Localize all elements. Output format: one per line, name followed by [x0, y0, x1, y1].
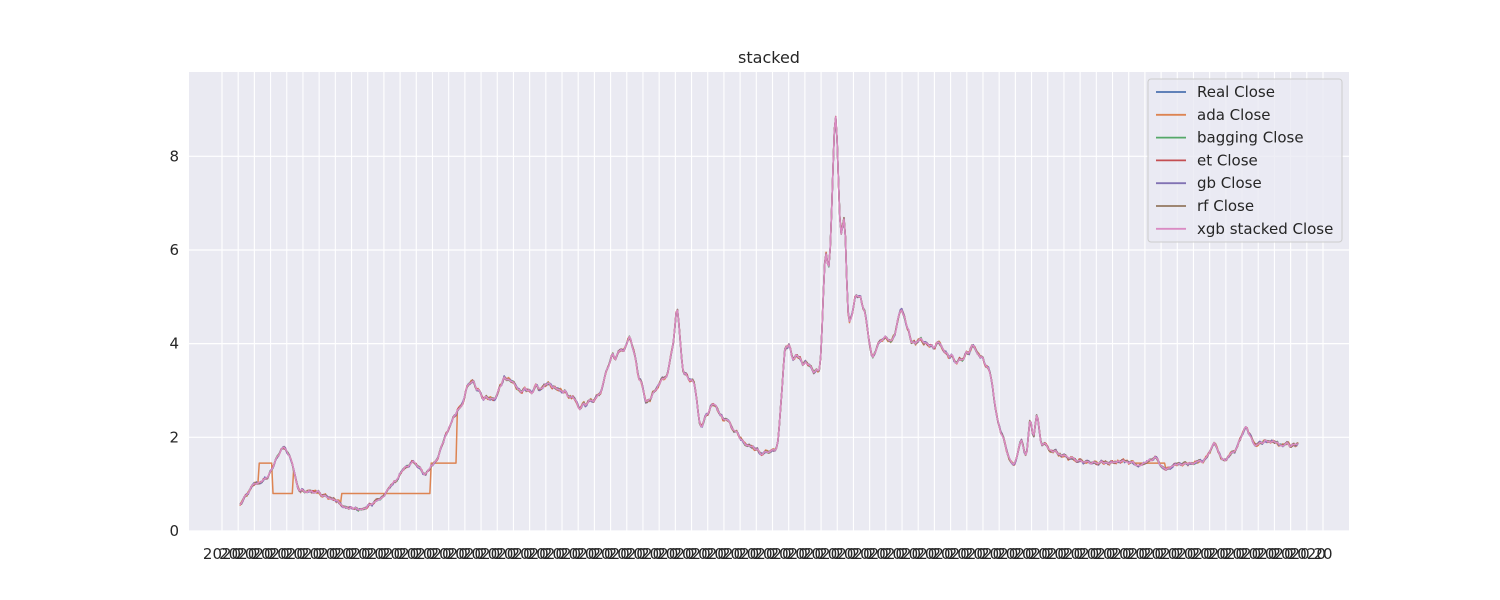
x-tick-label: 2020 — [591, 545, 629, 563]
x-tick-label: 2020 — [705, 545, 743, 563]
x-tick-label: 2020 — [332, 545, 370, 563]
x-tick-label: 2020 — [365, 545, 403, 563]
x-tick-label: 2020 — [640, 545, 678, 563]
x-tick-label: 2020 — [1045, 545, 1083, 563]
x-tick-label: 2020 — [1239, 545, 1277, 563]
legend-box — [1147, 78, 1343, 243]
grid-lines — [189, 72, 1349, 532]
x-tick-label: 2020 — [413, 545, 451, 563]
x-tick-label: 2020 — [948, 545, 986, 563]
x-tick-label: 2020 — [753, 545, 791, 563]
x-tick-label: 2020 — [1110, 545, 1148, 563]
x-tick-label: 2020 — [478, 545, 516, 563]
x-tick-label: 2020 — [721, 545, 759, 563]
chart-title: stacked — [738, 48, 800, 67]
y-tick-label: 2 — [169, 428, 179, 446]
x-tick-label: 2020 — [932, 545, 970, 563]
x-tick-label: 2020 — [203, 545, 241, 563]
x-tick-label: 2020 — [915, 545, 953, 563]
x-tick-label: 2020 — [1061, 545, 1099, 563]
legend-label: et Close — [1197, 151, 1258, 169]
x-tick-label: 2020 — [786, 545, 824, 563]
y-tick-labels: 0 2 4 6 8 — [169, 147, 179, 540]
x-tick-label: 2020 — [737, 545, 775, 563]
x-tick-labels: 2020202020202020202020202020202020202020… — [203, 545, 1333, 563]
x-tick-label: 2020 — [818, 545, 856, 563]
x-tick-label: 2020 — [1158, 545, 1196, 563]
legend-label: gb Close — [1197, 174, 1262, 192]
x-tick-label: 2020 — [802, 545, 840, 563]
x-tick-label: 2020 — [1207, 545, 1245, 563]
x-tick-label: 2020 — [559, 545, 597, 563]
legend-label: bagging Close — [1197, 129, 1304, 147]
x-tick-label: 2020 — [1012, 545, 1050, 563]
x-tick-label: 2020 — [608, 545, 646, 563]
x-tick-label: 2020 — [251, 545, 289, 563]
x-tick-label: 2020 — [268, 545, 306, 563]
y-tick-label: 6 — [169, 241, 179, 259]
x-tick-label: 2020 — [1142, 545, 1180, 563]
x-tick-label: 2020 — [300, 545, 338, 563]
x-tick-label: 2020 — [883, 545, 921, 563]
legend-label: xgb stacked Close — [1197, 220, 1333, 238]
x-tick-label: 2020 — [1272, 545, 1310, 563]
x-tick-label: 2020 — [511, 545, 549, 563]
x-tick-label: 2020 — [1288, 545, 1326, 563]
x-tick-label: 2020 — [446, 545, 484, 563]
x-tick-label: 2020 — [867, 545, 905, 563]
x-tick-label: 2020 — [575, 545, 613, 563]
x-tick-label: 2020 — [527, 545, 565, 563]
x-tick-label: 2020 — [349, 545, 387, 563]
x-tick-label: 2020 — [980, 545, 1018, 563]
x-tick-label: 20 — [1313, 545, 1332, 563]
x-tick-label: 2020 — [624, 545, 662, 563]
x-tick-label: 2020 — [656, 545, 694, 563]
x-tick-label: 2020 — [834, 545, 872, 563]
x-tick-label: 2020 — [235, 545, 273, 563]
x-tick-label: 2020 — [494, 545, 532, 563]
y-tick-label: 8 — [169, 147, 179, 165]
x-tick-label: 2020 — [672, 545, 710, 563]
y-tick-label: 4 — [169, 335, 179, 353]
legend: Real Close ada Close bagging Close et Close… — [1147, 78, 1343, 243]
x-tick-label: 2020 — [770, 545, 808, 563]
x-tick-label: 2020 — [219, 545, 257, 563]
x-tick-label: 2020 — [1255, 545, 1293, 563]
x-tick-label: 2020 — [1093, 545, 1131, 563]
x-tick-label: 2020 — [996, 545, 1034, 563]
x-tick-label: 2020 — [1174, 545, 1212, 563]
x-tick-label: 2020 — [381, 545, 419, 563]
x-tick-label: 2020 — [1223, 545, 1261, 563]
legend-label: ada Close — [1197, 106, 1271, 124]
y-tick-label: 0 — [169, 522, 179, 540]
x-tick-label: 2020 — [1126, 545, 1164, 563]
x-tick-label: 2020 — [964, 545, 1002, 563]
x-tick-label: 2020 — [1077, 545, 1115, 563]
x-tick-label: 2020 — [397, 545, 435, 563]
x-tick-label: 2020 — [1191, 545, 1229, 563]
x-tick-label: 2020 — [462, 545, 500, 563]
x-tick-label: 2020 — [284, 545, 322, 563]
x-tick-label: 2020 — [899, 545, 937, 563]
x-tick-label: 2020 — [543, 545, 581, 563]
x-tick-label: 2020 — [316, 545, 354, 563]
series-lines — [239, 115, 1299, 512]
legend-label: rf Close — [1197, 197, 1254, 215]
x-tick-label: 2020 — [851, 545, 889, 563]
series-line-xgb-stacked-close — [239, 116, 1299, 511]
x-tick-label: 2020 — [689, 545, 727, 563]
x-tick-label: 2020 — [430, 545, 468, 563]
legend-label: Real Close — [1197, 83, 1275, 101]
x-tick-label: 2020 — [1029, 545, 1067, 563]
